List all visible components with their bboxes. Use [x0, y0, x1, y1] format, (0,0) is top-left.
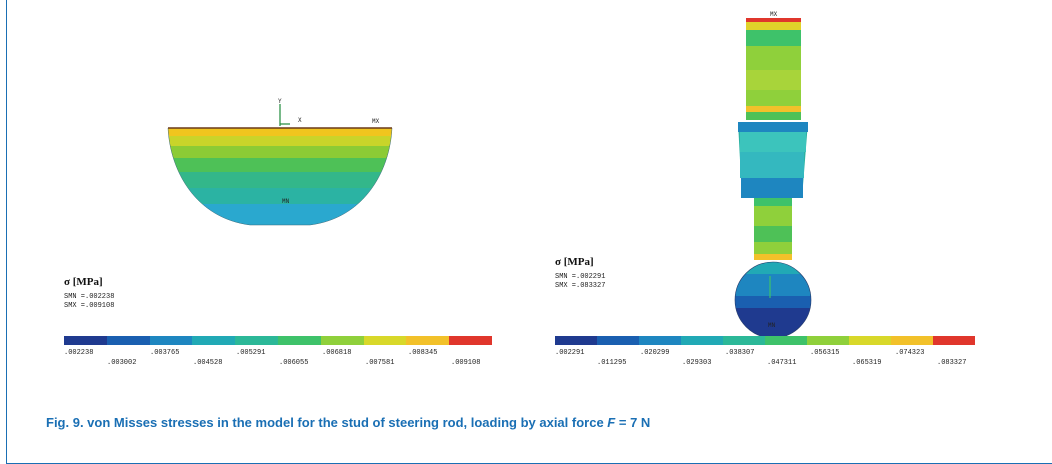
colorbar-segment — [363, 336, 407, 345]
right-tick-bottom: .029303 — [682, 359, 712, 367]
right-tick-top: .038307 — [725, 349, 755, 357]
left-legend-title: σ [MPa] — [64, 276, 103, 288]
right-legend-smn: SMN =.002291 — [555, 273, 606, 281]
caption-variable: F — [607, 415, 616, 430]
right-tick-top: .056315 — [810, 349, 840, 357]
colorbar-segment — [891, 336, 933, 345]
colorbar-segment — [681, 336, 723, 345]
left-y-label: Y — [278, 98, 282, 105]
left-stress-model — [167, 104, 393, 226]
right-legend-smx: SMX =.083327 — [555, 282, 606, 290]
left-tick-bottom: .006055 — [279, 359, 309, 367]
right-tick-top: .002291 — [555, 349, 585, 357]
left-tick-top: .005291 — [236, 349, 266, 357]
caption-prefix: Fig. 9. von Misses stresses in the model… — [46, 415, 608, 430]
left-tick-bottom: .009108 — [451, 359, 481, 367]
left-colorbar — [64, 336, 492, 345]
frame-left-border — [6, 0, 7, 464]
colorbar-segment — [320, 336, 364, 345]
right-mx-label: MX — [770, 11, 778, 18]
colorbar-segment — [192, 336, 236, 345]
colorbar-segment — [235, 336, 278, 345]
left-tick-bottom: .003002 — [107, 359, 137, 367]
left-tick-bottom: .007581 — [365, 359, 395, 367]
left-tick-top: .003765 — [150, 349, 180, 357]
colorbar-segment — [449, 336, 492, 345]
colorbar-segment — [149, 336, 193, 345]
right-tick-bottom: .047311 — [767, 359, 797, 367]
right-legend-title: σ [MPa] — [555, 256, 594, 268]
left-mn-label: MN — [282, 198, 290, 205]
left-tick-bottom: .004528 — [193, 359, 223, 367]
left-tick-top: .006818 — [322, 349, 352, 357]
right-tick-bottom: .083327 — [937, 359, 967, 367]
colorbar-segment — [933, 336, 975, 345]
colorbar-segment — [807, 336, 849, 345]
caption-suffix: = 7 N — [615, 415, 651, 430]
colorbar-segment — [765, 336, 807, 345]
left-tick-top: .002238 — [64, 349, 94, 357]
colorbar-segment — [597, 336, 639, 345]
left-tick-top: .008345 — [408, 349, 438, 357]
left-x-label: X — [298, 117, 302, 124]
left-legend-smx: SMX =.009108 — [64, 302, 115, 310]
right-tick-bottom: .065319 — [852, 359, 882, 367]
right-tick-top: .074323 — [895, 349, 925, 357]
right-colorbar — [555, 336, 975, 345]
colorbar-segment — [64, 336, 107, 345]
colorbar-segment — [639, 336, 681, 345]
colorbar-segment — [106, 336, 150, 345]
left-legend-smn: SMN =.002238 — [64, 293, 115, 301]
colorbar-segment — [406, 336, 450, 345]
right-stress-model — [734, 18, 812, 338]
right-tick-bottom: .011295 — [597, 359, 627, 367]
colorbar-segment — [723, 336, 765, 345]
colorbar-segment — [849, 336, 891, 345]
colorbar-segment — [277, 336, 321, 345]
left-mx-label: MX — [372, 118, 380, 125]
right-mn-label: MN — [768, 322, 776, 329]
figure-caption: Fig. 9. von Misses stresses in the model… — [46, 415, 650, 430]
right-tick-top: .020299 — [640, 349, 670, 357]
colorbar-segment — [555, 336, 597, 345]
